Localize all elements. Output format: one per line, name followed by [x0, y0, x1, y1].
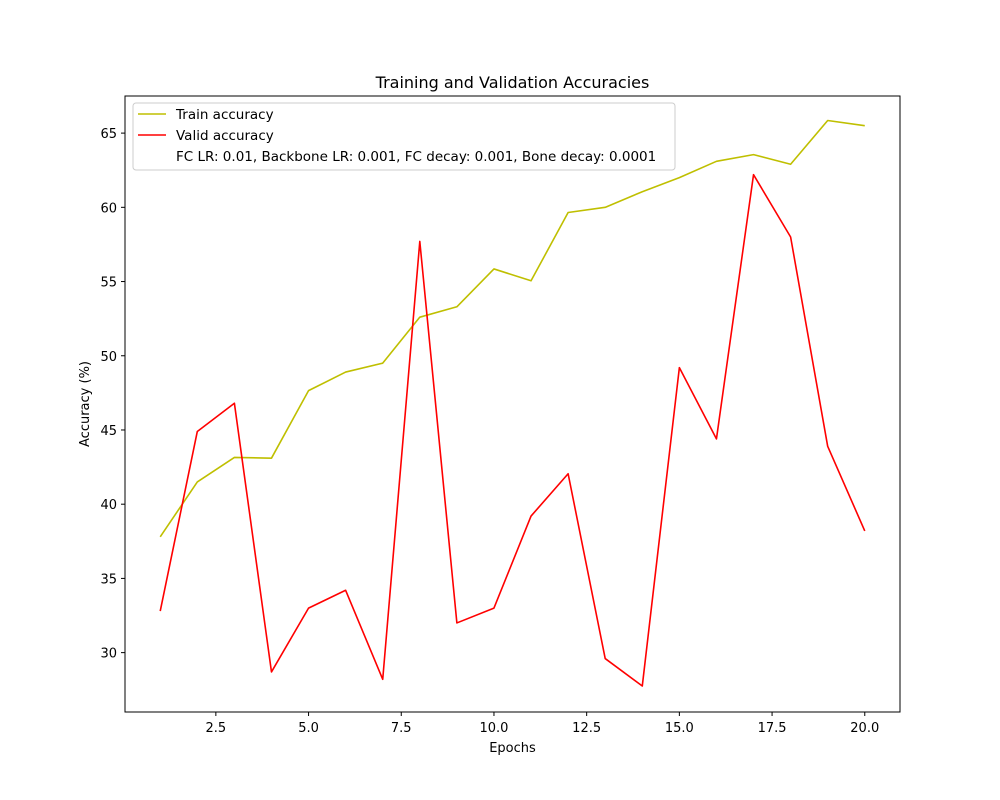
y-tick-label: 60 [100, 201, 117, 216]
y-axis-ticks: 30 35 40 45 50 55 60 65 [100, 127, 125, 662]
series-line-valid [159, 173, 866, 687]
y-tick-label: 65 [100, 127, 117, 142]
y-tick-label: 40 [100, 498, 117, 513]
legend-label-valid: Valid accuracy [176, 128, 274, 144]
y-tick-label: 35 [100, 572, 117, 587]
y-tick-label: 50 [100, 350, 117, 365]
x-axis-label: Epochs [489, 741, 536, 756]
legend-hyperparameter-note: FC LR: 0.01, Backbone LR: 0.001, FC deca… [176, 149, 656, 165]
y-tick-label: 30 [100, 647, 117, 662]
x-tick-label: 12.5 [572, 721, 601, 736]
x-tick-label: 2.5 [206, 721, 227, 736]
x-tick-label: 15.0 [665, 721, 694, 736]
x-tick-label: 20.0 [850, 721, 879, 736]
x-tick-label: 10.0 [479, 721, 508, 736]
axes-frame [124, 95, 901, 713]
x-axis-ticks: 2.5 5.0 7.5 10.0 12.5 15.0 17.5 20.0 [206, 712, 879, 736]
legend-label-train: Train accuracy [175, 107, 274, 123]
x-tick-label: 7.5 [391, 721, 412, 736]
plot-area [159, 119, 866, 687]
y-tick-label: 55 [100, 276, 117, 291]
y-axis-label: Accuracy (%) [78, 361, 93, 447]
series-line-train [159, 119, 865, 538]
legend: Train accuracy Valid accuracy FC LR: 0.0… [132, 102, 676, 171]
chart-title: Training and Validation Accuracies [375, 73, 650, 92]
legend-box [132, 102, 676, 171]
x-tick-label: 5.0 [298, 721, 319, 736]
x-tick-label: 17.5 [758, 721, 787, 736]
y-tick-label: 45 [100, 424, 117, 439]
